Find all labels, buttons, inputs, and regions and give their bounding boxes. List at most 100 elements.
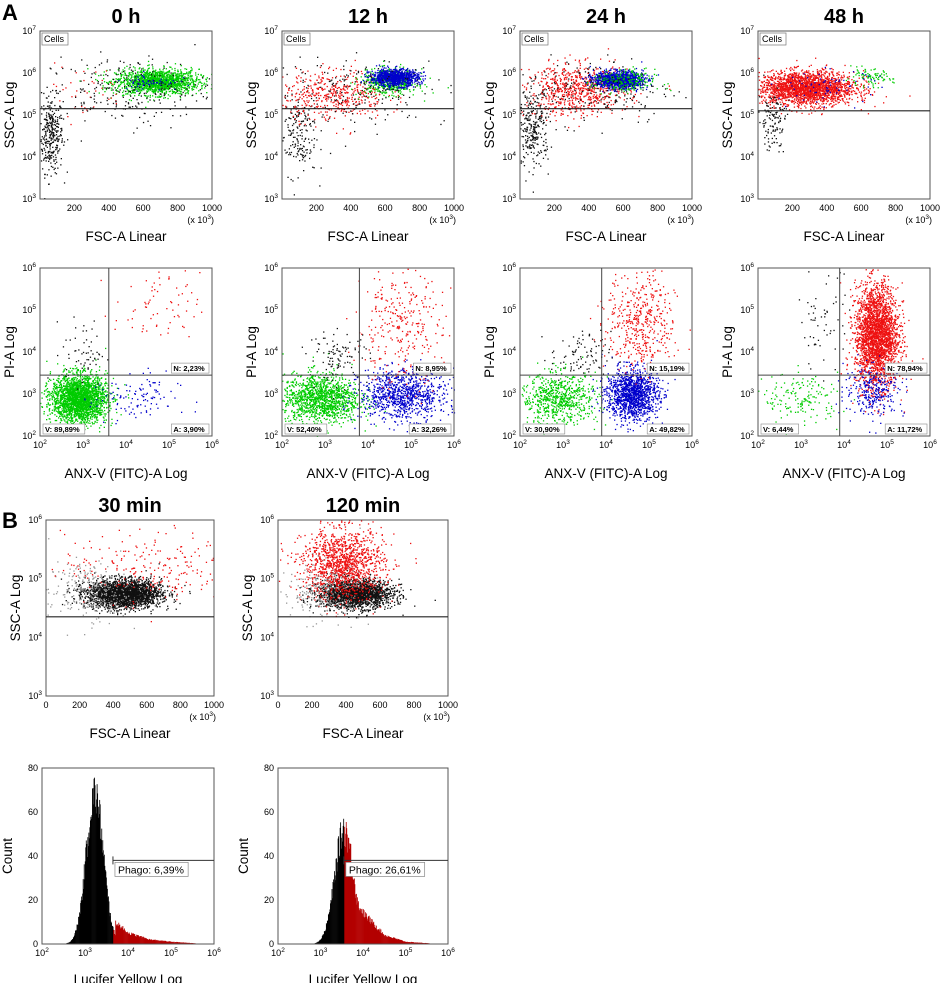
data-point bbox=[579, 96, 581, 98]
data-point bbox=[395, 75, 397, 77]
data-point bbox=[551, 78, 553, 80]
data-point bbox=[157, 90, 159, 93]
data-point bbox=[167, 97, 169, 100]
data-point bbox=[49, 105, 51, 107]
data-point bbox=[534, 113, 536, 115]
data-point bbox=[408, 80, 410, 82]
data-point bbox=[399, 89, 401, 91]
data-point bbox=[421, 68, 423, 70]
data-point bbox=[51, 127, 54, 129]
data-point bbox=[51, 117, 53, 119]
data-point bbox=[158, 87, 160, 89]
data-point bbox=[160, 74, 163, 76]
data-point bbox=[125, 86, 128, 88]
data-point bbox=[308, 109, 310, 111]
data-point bbox=[301, 154, 303, 156]
data-point bbox=[166, 81, 168, 84]
data-point bbox=[375, 81, 377, 84]
data-point bbox=[526, 98, 528, 100]
data-point bbox=[371, 82, 373, 84]
data-point bbox=[398, 85, 400, 87]
data-point bbox=[304, 103, 307, 105]
data-point bbox=[573, 118, 575, 120]
data-point bbox=[288, 129, 290, 131]
data-point bbox=[46, 156, 48, 158]
data-point bbox=[343, 65, 345, 67]
data-point bbox=[520, 162, 522, 164]
data-point bbox=[406, 104, 408, 106]
data-point bbox=[129, 91, 131, 94]
data-point bbox=[176, 89, 179, 91]
data-point bbox=[586, 93, 588, 95]
data-point bbox=[163, 84, 165, 86]
data-point bbox=[133, 82, 135, 84]
data-point bbox=[595, 68, 598, 70]
data-point bbox=[392, 88, 395, 91]
data-point bbox=[129, 64, 131, 66]
data-point bbox=[152, 75, 154, 78]
data-point bbox=[432, 92, 434, 94]
data-point bbox=[141, 68, 143, 70]
data-point bbox=[122, 91, 124, 94]
data-point bbox=[112, 83, 114, 85]
data-point bbox=[141, 77, 143, 79]
data-point bbox=[382, 72, 384, 75]
data-point bbox=[187, 77, 190, 79]
data-point bbox=[351, 88, 353, 90]
data-point bbox=[174, 101, 176, 103]
data-point bbox=[530, 124, 532, 126]
data-point bbox=[180, 65, 182, 67]
data-point bbox=[181, 81, 184, 83]
data-point bbox=[46, 116, 48, 118]
data-point bbox=[124, 67, 126, 69]
data-point bbox=[196, 76, 198, 78]
data-point bbox=[407, 77, 409, 79]
data-point bbox=[154, 73, 156, 75]
data-point bbox=[153, 70, 156, 72]
data-point bbox=[163, 76, 165, 78]
data-point bbox=[550, 93, 553, 95]
data-point bbox=[377, 77, 379, 79]
data-point bbox=[526, 131, 528, 133]
data-point bbox=[81, 104, 83, 106]
data-point bbox=[535, 162, 537, 165]
data-point bbox=[138, 78, 140, 80]
data-point bbox=[137, 72, 139, 74]
data-point bbox=[134, 86, 136, 88]
data-point bbox=[349, 73, 352, 75]
data-point bbox=[153, 74, 155, 76]
data-point bbox=[174, 75, 176, 77]
data-point bbox=[365, 66, 367, 68]
data-point bbox=[195, 92, 197, 95]
data-point bbox=[164, 78, 166, 80]
data-point bbox=[159, 102, 161, 104]
data-point bbox=[41, 149, 43, 151]
data-point bbox=[306, 91, 308, 93]
data-point bbox=[301, 135, 303, 137]
data-point bbox=[205, 79, 207, 81]
data-point bbox=[288, 89, 290, 91]
data-point bbox=[342, 95, 345, 98]
data-point bbox=[159, 75, 161, 77]
data-point bbox=[132, 89, 134, 91]
data-point bbox=[185, 92, 187, 94]
data-point bbox=[304, 118, 306, 120]
data-point bbox=[138, 68, 140, 70]
data-point bbox=[152, 77, 155, 79]
data-point bbox=[305, 94, 307, 96]
data-point bbox=[328, 80, 331, 83]
data-point bbox=[590, 96, 592, 98]
data-point bbox=[181, 79, 183, 81]
data-point bbox=[119, 83, 122, 86]
data-point bbox=[295, 67, 298, 69]
data-point bbox=[532, 133, 534, 135]
data-point bbox=[95, 86, 98, 89]
data-point bbox=[535, 132, 537, 134]
data-point bbox=[147, 64, 149, 67]
data-point bbox=[154, 71, 157, 73]
data-point bbox=[146, 91, 148, 93]
data-point bbox=[48, 137, 51, 139]
data-point bbox=[344, 79, 346, 81]
data-point bbox=[52, 156, 55, 158]
data-point bbox=[163, 97, 165, 99]
